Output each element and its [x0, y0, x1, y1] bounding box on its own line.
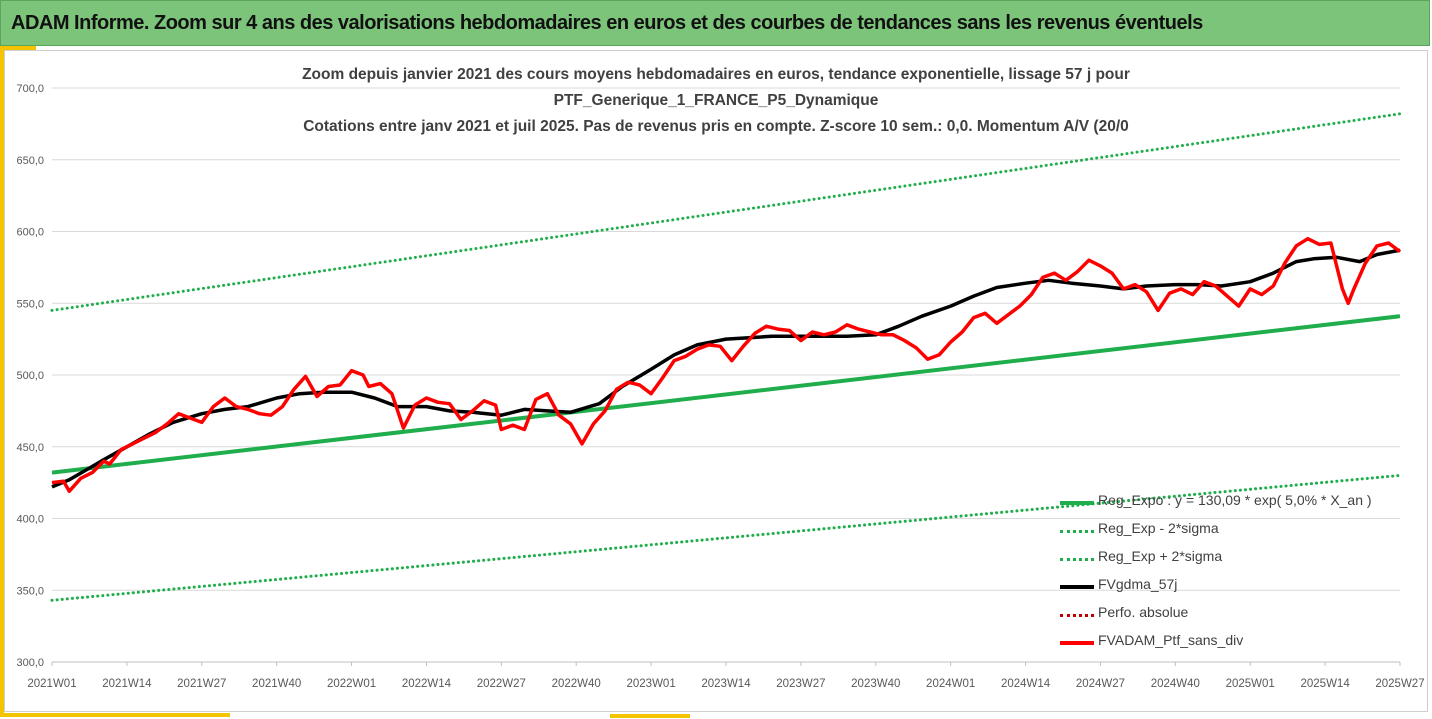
series-fvadam-ptf-sans-div — [51, 236, 1402, 493]
series-reg-expo — [51, 314, 1401, 475]
x-tick-label: 2023W27 — [776, 678, 825, 690]
y-tick-label: 450,0 — [16, 442, 44, 454]
legend-swatch — [1060, 558, 1094, 561]
chart-legend: Reg_Expo : y = 130,09 * exp( 5,0% * X_an… — [1058, 490, 1418, 658]
y-tick-label: 600,0 — [16, 227, 44, 239]
banner-title: ADAM Informe. Zoom sur 4 ans des valoris… — [11, 12, 1203, 34]
series-fvgdma-57j — [51, 248, 1401, 489]
chart-title-line-2: PTF_Generique_1_FRANCE_P5_Dynamique — [553, 92, 879, 109]
y-tick-label: 700,0 — [16, 83, 44, 95]
x-tick-label: 2025W14 — [1300, 678, 1350, 690]
x-tick-label: 2024W01 — [926, 678, 975, 690]
series-reg-plus-2sigma — [50, 112, 1402, 312]
x-tick-label: 2023W14 — [701, 678, 751, 690]
x-tick-label: 2022W40 — [552, 678, 601, 690]
x-tick-label: 2025W01 — [1226, 678, 1275, 690]
accent-strip-left — [0, 46, 4, 715]
x-tick-label: 2024W27 — [1076, 678, 1125, 690]
legend-label: Perfo. absolue — [1098, 604, 1189, 620]
page-banner: ADAM Informe. Zoom sur 4 ans des valoris… — [0, 0, 1430, 46]
y-tick-label: 650,0 — [16, 155, 44, 167]
accent-strip-top — [0, 46, 36, 50]
legend-swatch — [1060, 530, 1094, 533]
accent-strip-bottom — [0, 713, 230, 717]
x-tick-label: 2022W27 — [477, 678, 526, 690]
series-reg-minus-2sigma — [50, 473, 1402, 602]
x-tick-label: 2023W40 — [851, 678, 900, 690]
y-tick-label: 550,0 — [16, 298, 44, 310]
x-tick-label: 2021W40 — [252, 678, 301, 690]
x-tick-label: 2024W40 — [1151, 678, 1200, 690]
legend-swatch — [1060, 501, 1094, 505]
chart-frame — [4, 50, 1428, 712]
legend-item-reg-expo: Reg_Expo : y = 130,09 * exp( 5,0% * X_an… — [1058, 490, 1418, 518]
chart-title-line-1: Zoom depuis janvier 2021 des cours moyen… — [302, 66, 1130, 83]
legend-item-fvadam: FVADAM_Ptf_sans_div — [1058, 630, 1418, 658]
legend-label: Reg_Expo : y = 130,09 * exp( 5,0% * X_an… — [1098, 492, 1372, 508]
legend-swatch — [1060, 585, 1094, 589]
legend-label: FVADAM_Ptf_sans_div — [1098, 632, 1244, 648]
y-tick-label: 400,0 — [16, 514, 44, 526]
x-tick-label: 2021W01 — [27, 678, 76, 690]
accent-strip-bottom-mid — [610, 714, 690, 718]
chart-title-line-3: Cotations entre janv 2021 et juil 2025. … — [303, 118, 1129, 135]
legend-item-reg-minus: Reg_Exp - 2*sigma — [1058, 518, 1418, 546]
legend-label: FVgdma_57j — [1098, 576, 1178, 592]
y-tick-label: 500,0 — [16, 370, 44, 382]
x-tick-label: 2021W14 — [102, 678, 152, 690]
x-tick-label: 2022W14 — [402, 678, 452, 690]
x-tick-label: 2025W27 — [1375, 678, 1424, 690]
legend-item-reg-plus: Reg_Exp + 2*sigma — [1058, 546, 1418, 574]
legend-label: Reg_Exp + 2*sigma — [1098, 548, 1223, 564]
x-tick-label: 2024W14 — [1001, 678, 1051, 690]
legend-item-fvgdma: FVgdma_57j — [1058, 574, 1418, 602]
legend-swatch — [1060, 614, 1094, 617]
x-tick-label: 2022W01 — [327, 678, 376, 690]
x-tick-label: 2023W01 — [626, 678, 675, 690]
legend-swatch — [1060, 641, 1094, 645]
legend-item-perfo: Perfo. absolue — [1058, 602, 1418, 630]
legend-label: Reg_Exp - 2*sigma — [1098, 520, 1219, 536]
y-tick-label: 350,0 — [16, 585, 44, 597]
x-tick-label: 2021W27 — [177, 678, 226, 690]
y-tick-label: 300,0 — [16, 657, 44, 669]
